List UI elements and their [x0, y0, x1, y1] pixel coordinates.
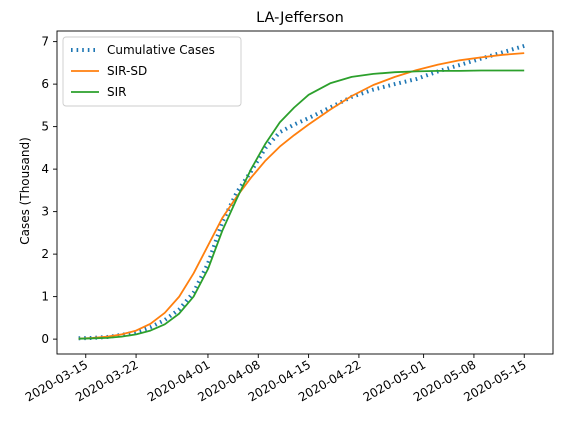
legend-label: Cumulative Cases: [107, 43, 215, 57]
y-tick-label: 2: [41, 247, 49, 261]
legend-box: [62, 36, 242, 107]
y-tick-label: 3: [41, 205, 49, 219]
y-tick-label: 0: [41, 332, 49, 346]
y-axis-label: Cases (Thousand): [18, 137, 32, 245]
legend-label: SIR: [107, 85, 127, 99]
plot-frame: [56, 30, 554, 355]
y-tick-label: 5: [41, 120, 49, 134]
y-tick-label: 4: [41, 162, 49, 176]
series-line-2: [78, 52, 525, 340]
series-line-3: [78, 69, 525, 340]
y-tick-label: 6: [41, 77, 49, 91]
chart-title: LA-Jefferson: [256, 10, 344, 26]
legend-label: SIR-SD: [107, 64, 147, 78]
series-line-1: [78, 43, 525, 341]
y-tick-label: 1: [41, 290, 49, 304]
legend: Cumulative Cases SIR-SD SIR: [62, 36, 242, 107]
y-tick-label: 7: [41, 35, 49, 49]
